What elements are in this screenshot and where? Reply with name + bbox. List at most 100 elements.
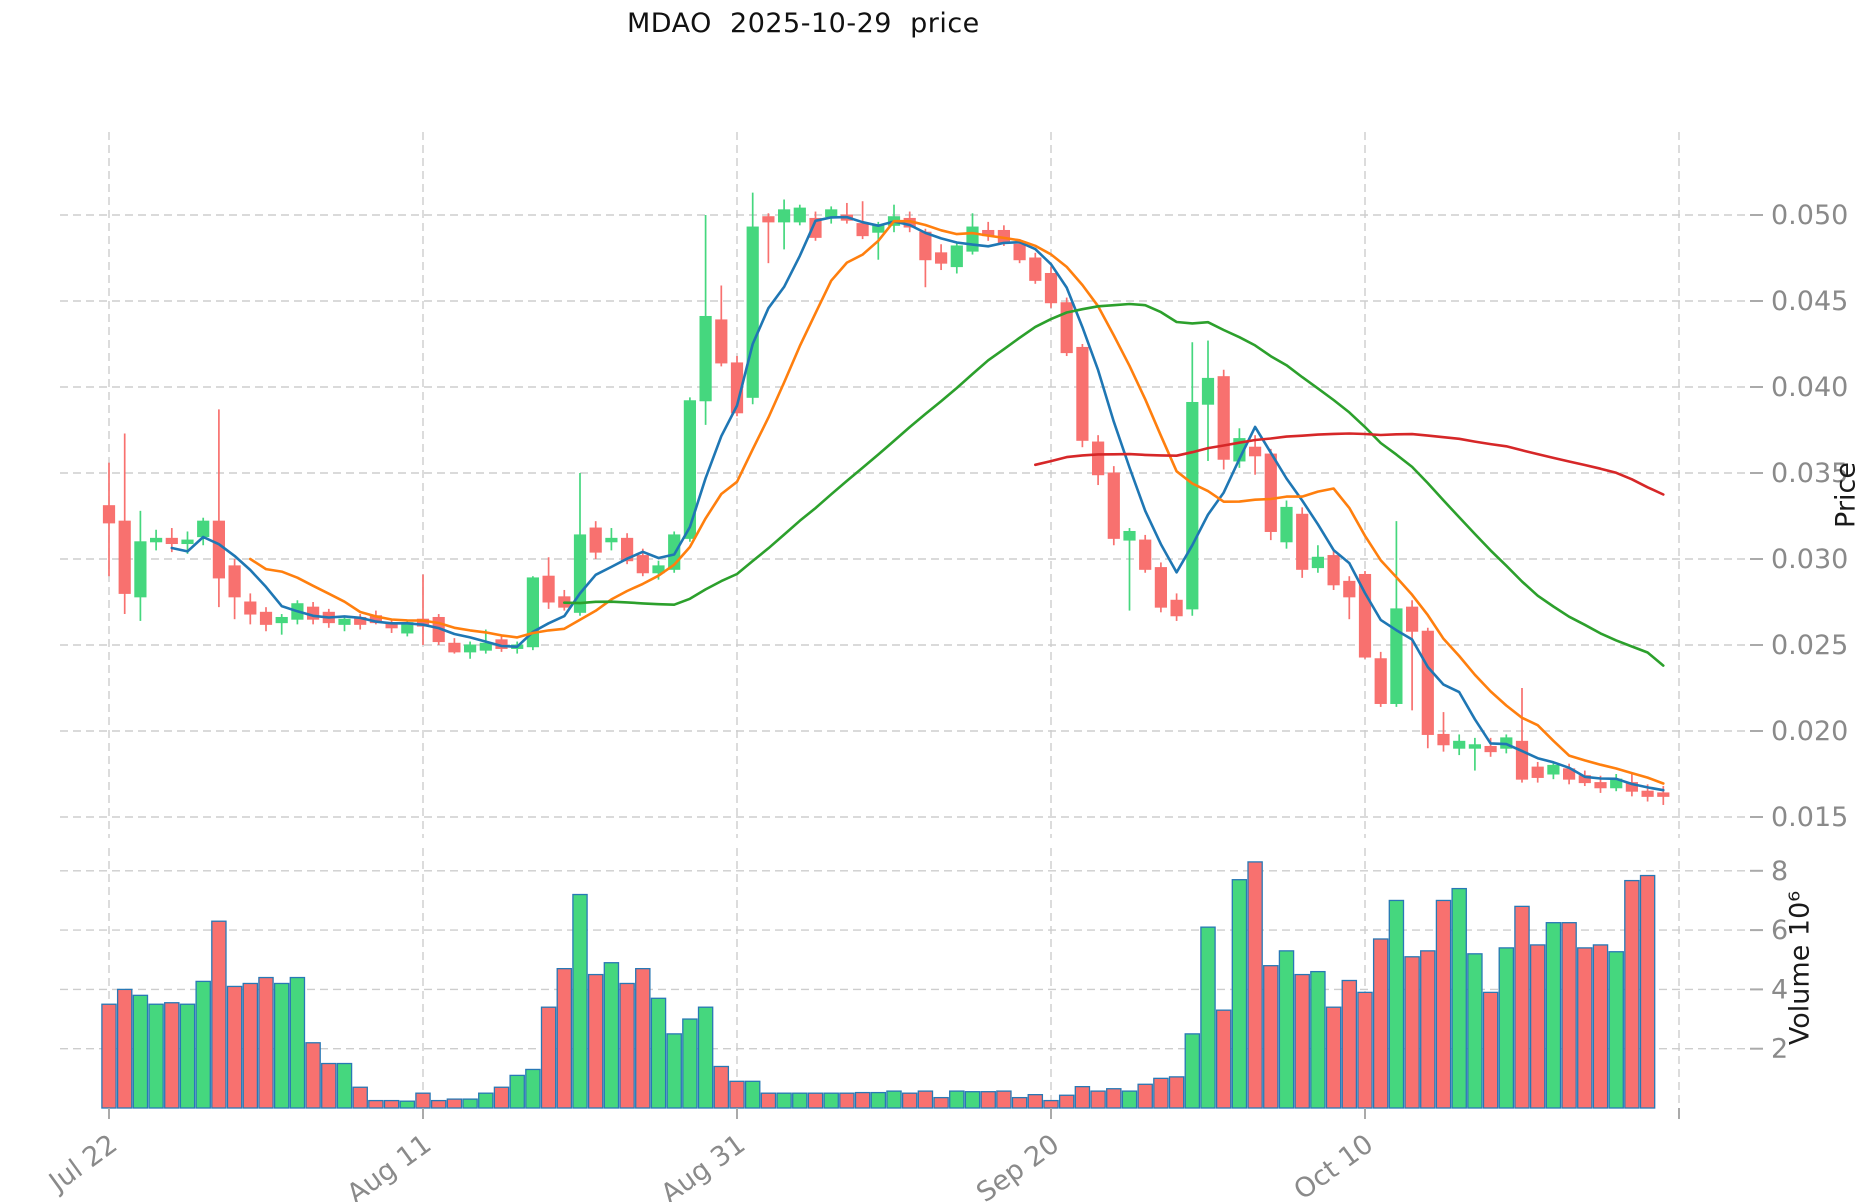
candle-body-up bbox=[1468, 744, 1482, 749]
volume-bar bbox=[697, 1006, 714, 1109]
date-tick-label: Aug 31 bbox=[655, 1129, 751, 1202]
candle-body-down bbox=[621, 537, 634, 562]
candle-body-up bbox=[1280, 506, 1293, 543]
volume-bar bbox=[1467, 953, 1483, 1109]
volume-bar bbox=[650, 997, 667, 1109]
volume-bar bbox=[635, 967, 651, 1109]
candle bbox=[416, 574, 430, 645]
candle bbox=[1453, 734, 1466, 756]
candle bbox=[825, 206, 838, 224]
candle-body-up bbox=[699, 315, 712, 402]
volume-bar bbox=[682, 1018, 698, 1109]
volume-bar bbox=[1200, 926, 1216, 1109]
candle-body-down bbox=[118, 520, 131, 594]
volume-bar bbox=[430, 1099, 447, 1109]
volume-bar bbox=[839, 1092, 855, 1109]
volume-bar bbox=[1121, 1090, 1138, 1109]
candle bbox=[1327, 550, 1340, 590]
date-tick-label: Sep 20 bbox=[971, 1129, 1065, 1202]
volume-bar bbox=[1310, 970, 1326, 1109]
volume-bar bbox=[1153, 1077, 1169, 1109]
candle bbox=[746, 192, 759, 405]
volume-bar bbox=[1294, 973, 1310, 1109]
volume-bar bbox=[368, 1099, 384, 1109]
candle bbox=[1201, 340, 1215, 461]
volume-bar bbox=[1168, 1076, 1185, 1109]
candle-body-down bbox=[1170, 599, 1183, 617]
ma5-line bbox=[170, 215, 1665, 792]
volume-tick-label: 4 bbox=[1771, 974, 1788, 1005]
candle bbox=[244, 593, 257, 625]
volume-bar bbox=[164, 1002, 180, 1109]
volume-bar bbox=[587, 973, 604, 1109]
volume-bar bbox=[1106, 1088, 1122, 1109]
candle-body-down bbox=[1406, 606, 1419, 632]
candle bbox=[1264, 448, 1277, 541]
volume-bar bbox=[1325, 1006, 1342, 1109]
volume-bar bbox=[1027, 1094, 1044, 1109]
volume-bar bbox=[179, 1003, 196, 1109]
price-tick-label: 0.035 bbox=[1771, 458, 1848, 489]
volume-bar bbox=[572, 893, 588, 1109]
volume-bar bbox=[901, 1092, 918, 1109]
volume-bar bbox=[1231, 879, 1248, 1109]
candle-body-down bbox=[1029, 257, 1042, 281]
candle bbox=[1343, 576, 1356, 620]
candle-body-down bbox=[259, 611, 273, 625]
candle-body-up bbox=[1311, 556, 1325, 569]
volume-bar bbox=[116, 988, 133, 1109]
candle bbox=[919, 228, 932, 288]
volume-bar bbox=[305, 1042, 321, 1109]
candle bbox=[1280, 500, 1293, 549]
candle-body-down bbox=[1327, 555, 1340, 586]
volume-bar bbox=[1341, 979, 1358, 1109]
volume-bar bbox=[1357, 991, 1373, 1109]
price-tick-label: 0.030 bbox=[1771, 544, 1848, 575]
volume-bar bbox=[1388, 899, 1405, 1109]
candle bbox=[1406, 600, 1419, 711]
candle-body-up bbox=[652, 565, 665, 574]
volume-tick-label: 8 bbox=[1771, 856, 1788, 887]
price-tick-label: 0.020 bbox=[1771, 716, 1848, 747]
candle-body-down bbox=[1625, 782, 1639, 792]
volume-bar bbox=[1639, 874, 1656, 1109]
price-tick-label: 0.050 bbox=[1771, 200, 1848, 231]
candle bbox=[1484, 737, 1497, 757]
candle bbox=[338, 615, 351, 632]
candle-body-down bbox=[165, 537, 178, 545]
candle-body-up bbox=[464, 644, 477, 653]
candle-body-down bbox=[102, 505, 116, 524]
candle bbox=[589, 521, 602, 559]
candle-body-down bbox=[1154, 567, 1168, 608]
volume-bar bbox=[1058, 1094, 1075, 1109]
candle-body-down bbox=[589, 527, 602, 553]
volume-bars bbox=[101, 861, 1656, 1109]
price-tick-label: 0.040 bbox=[1771, 372, 1848, 403]
volume-bar bbox=[854, 1091, 871, 1109]
candle-body-up bbox=[605, 537, 618, 543]
volume-tick-label: 2 bbox=[1771, 1034, 1788, 1065]
volume-bar bbox=[493, 1086, 510, 1109]
volume-bar bbox=[807, 1092, 824, 1109]
candle bbox=[307, 602, 320, 625]
volume-bar bbox=[1561, 922, 1577, 1109]
candle-body-up bbox=[793, 207, 806, 223]
volume-bar bbox=[352, 1086, 368, 1109]
candle-body-down bbox=[1296, 513, 1309, 570]
candle bbox=[150, 529, 163, 551]
volume-bar bbox=[1184, 1033, 1201, 1109]
volume-bar bbox=[258, 976, 274, 1109]
candle-body-up bbox=[134, 541, 147, 598]
candle bbox=[558, 589, 571, 611]
candle-body-down bbox=[1657, 792, 1670, 797]
candle-body-up bbox=[181, 539, 194, 545]
volume-bar bbox=[336, 1062, 353, 1109]
volume-bar bbox=[132, 994, 149, 1109]
candle-body-down bbox=[1515, 740, 1529, 780]
candle-body-down bbox=[1139, 539, 1152, 570]
candle-body-down bbox=[1374, 658, 1387, 704]
volume-bar bbox=[744, 1080, 761, 1109]
candle bbox=[134, 510, 147, 621]
candle bbox=[699, 215, 712, 425]
candle bbox=[793, 204, 806, 226]
